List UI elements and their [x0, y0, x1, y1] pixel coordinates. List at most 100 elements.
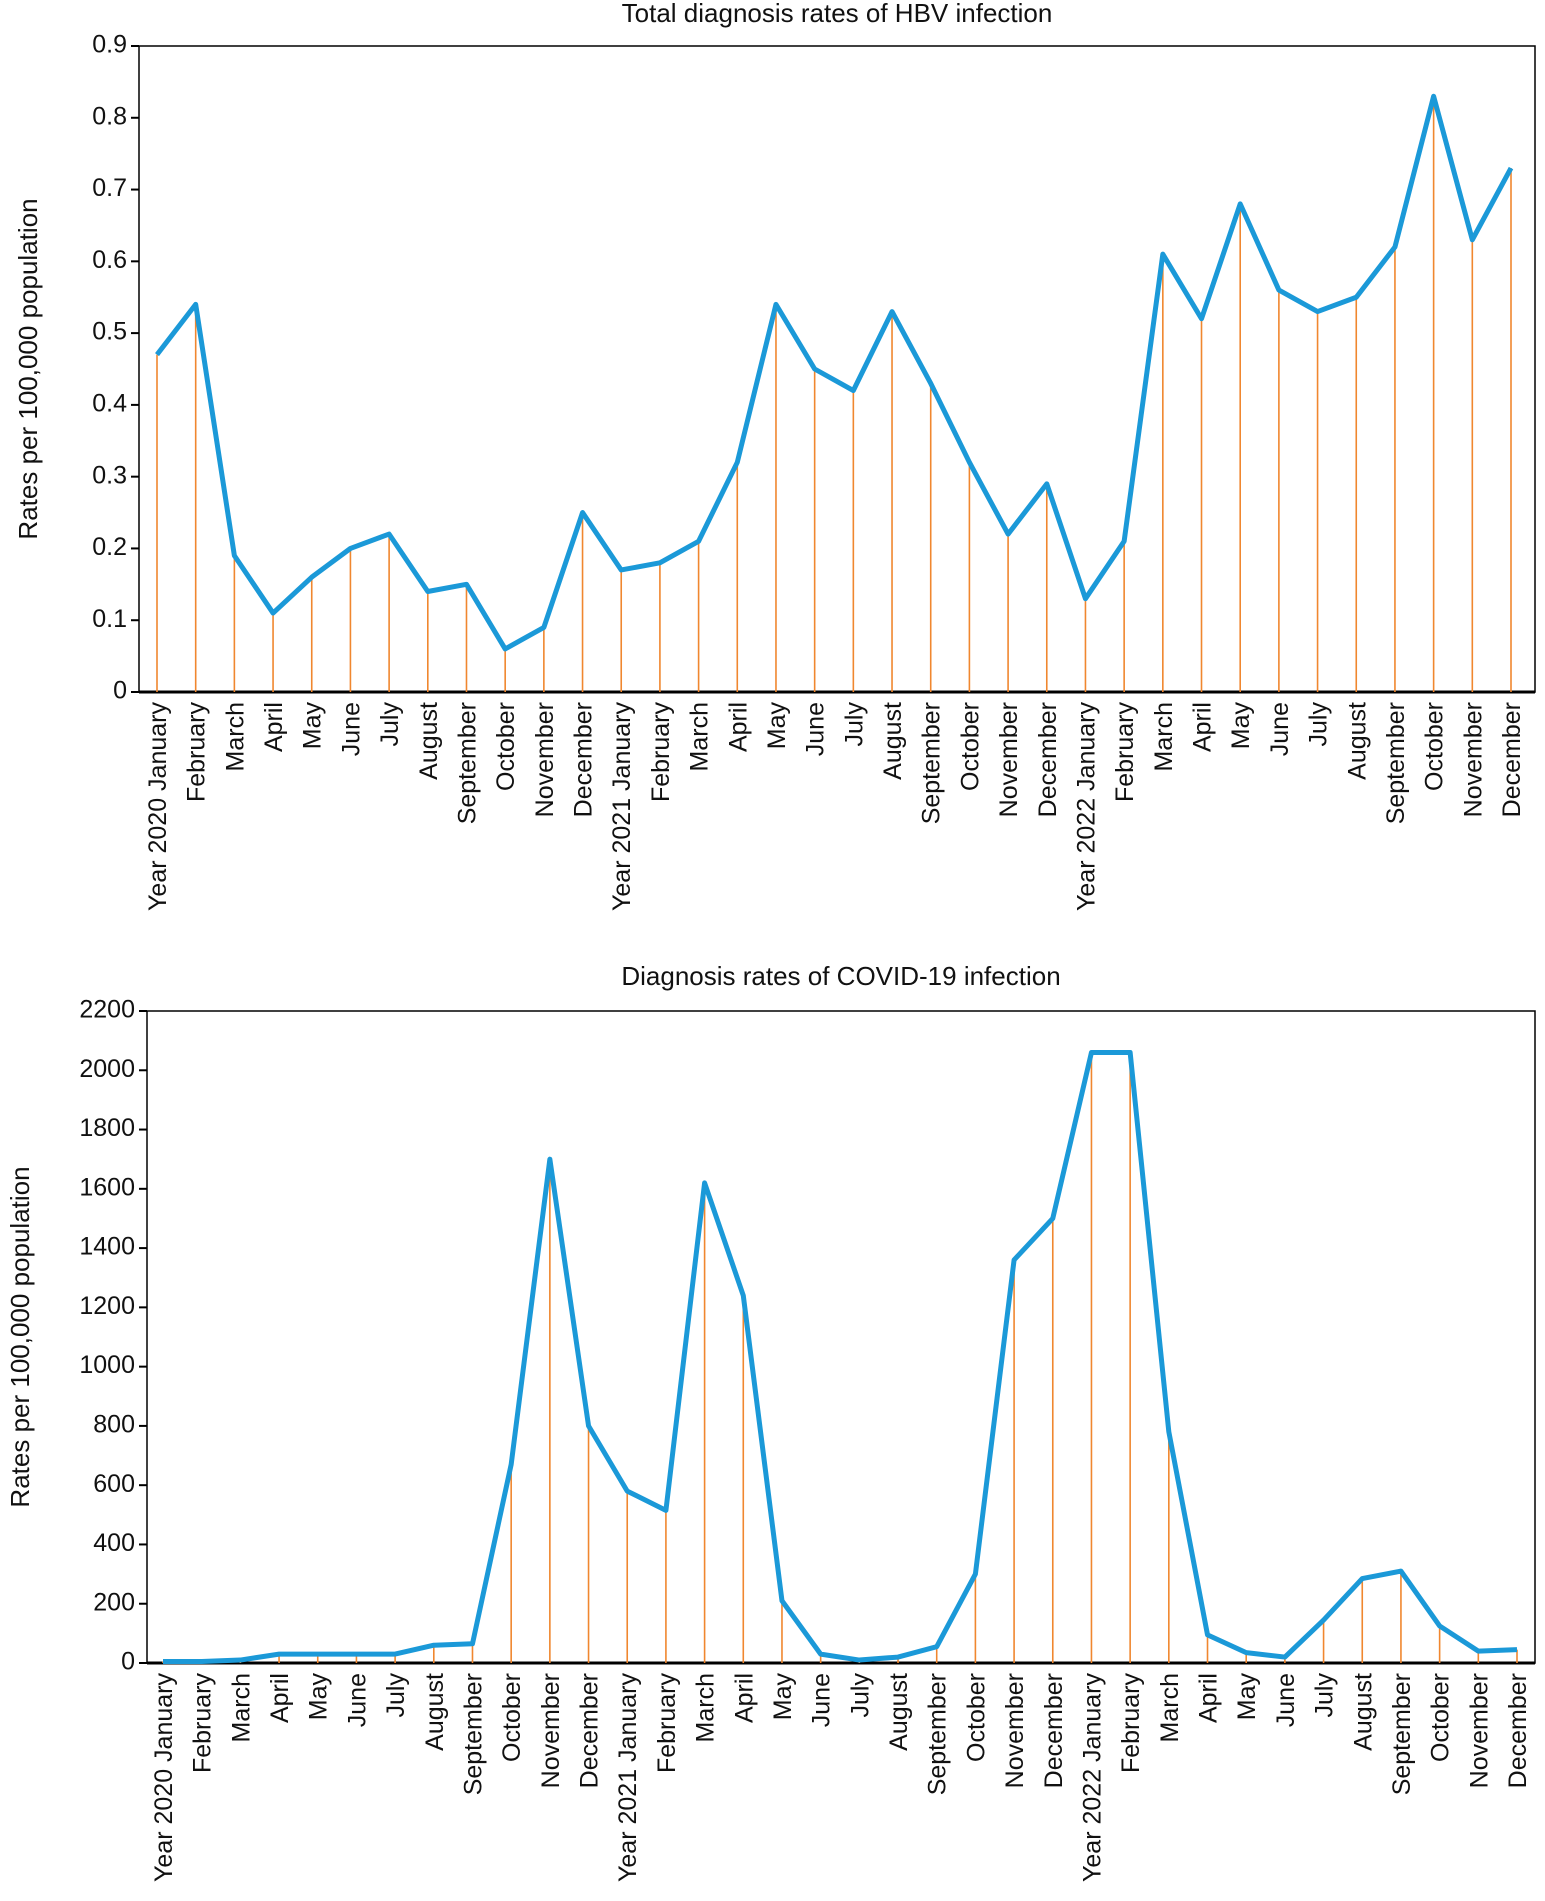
x-tick-label: December	[1040, 1673, 1068, 1788]
x-tick-label: February	[189, 1673, 217, 1774]
x-tick-label: March	[1150, 702, 1178, 771]
x-tick-label: August	[885, 1673, 913, 1751]
chart-title: Diagnosis rates of COVID-19 infection	[621, 961, 1060, 991]
x-tick-label: April	[724, 702, 752, 752]
x-tick-label: December	[1498, 702, 1526, 817]
series-line	[155, 93, 1514, 652]
x-tick-label: September	[1388, 1673, 1416, 1795]
x-tick-label: October	[1421, 702, 1449, 791]
x-tick-label: December	[1034, 702, 1062, 817]
x-tick-label: Year 2022 January	[1078, 1673, 1106, 1882]
y-tick-label: 800	[93, 1411, 135, 1439]
x-tick-label: July	[1305, 702, 1333, 747]
y-tick-label: 1200	[79, 1292, 135, 1320]
x-tick-label: November	[537, 1673, 565, 1788]
x-tick-label: August	[415, 702, 443, 780]
x-tick-label: April	[730, 1673, 758, 1723]
x-tick-label: March	[692, 1673, 720, 1742]
x-tick-label: February	[647, 702, 675, 803]
x-tick-label: June	[343, 1673, 371, 1727]
x-tick-label: July	[846, 1673, 874, 1718]
y-tick-label: 0.8	[92, 102, 127, 130]
x-tick-label: October	[956, 702, 984, 791]
x-tick-label: May	[1233, 1673, 1261, 1721]
x-tick-label: November	[1459, 702, 1487, 817]
y-tick-label: 1400	[79, 1233, 135, 1261]
x-tick-label: February	[1117, 1673, 1145, 1774]
x-tick-label: December	[576, 1673, 604, 1788]
x-tick-label: June	[337, 702, 365, 756]
x-tick-label: April	[260, 702, 288, 752]
x-tick-label: April	[1195, 1673, 1223, 1723]
y-tick-label: 1000	[79, 1351, 135, 1379]
y-tick-label: 0.9	[92, 31, 127, 59]
plot-frame	[138, 45, 1536, 693]
x-tick-label: March	[686, 702, 714, 771]
y-tick-label: 0.6	[92, 246, 127, 274]
x-tick-label: May	[769, 1673, 797, 1721]
x-tick-label: September	[459, 1673, 487, 1795]
x-tick-label: December	[1504, 1673, 1532, 1788]
chart-2: Diagnosis rates of COVID-19 infection Rat…	[5, 961, 1536, 1882]
y-tick-label: 0.5	[92, 318, 127, 346]
x-tick-label: July	[382, 1673, 410, 1718]
y-tick-label: 0.4	[92, 389, 127, 417]
y-tick-label: 200	[93, 1588, 135, 1616]
x-tick-label: November	[1465, 1673, 1493, 1788]
x-tick-label: February	[1111, 702, 1139, 803]
y-axis-label: Rates per 100,000 population	[13, 198, 43, 539]
x-tick-label: November	[1001, 1673, 1029, 1788]
x-tick-label: August	[421, 1673, 449, 1751]
x-tick-label: April	[1189, 702, 1217, 752]
x-tick-label: May	[1227, 702, 1255, 750]
x-tick-label: May	[305, 1673, 333, 1721]
x-tick-label: June	[802, 702, 830, 756]
x-tick-label: October	[1427, 1673, 1455, 1762]
x-tick-label: November	[995, 702, 1023, 817]
x-tick-label: April	[266, 1673, 294, 1723]
plot-frame	[146, 1010, 1536, 1664]
x-tick-label: November	[531, 702, 559, 817]
chart-1: Total diagnosis rates of HBV infection Ra…	[13, 0, 1536, 911]
x-tick-label: July	[1311, 1673, 1339, 1718]
y-tick-label: 0.2	[92, 533, 127, 561]
x-tick-label: December	[570, 702, 598, 817]
x-tick-label: September	[924, 1673, 952, 1795]
x-tick-label: Year 2022 January	[1072, 702, 1100, 911]
x-tick-label: May	[299, 702, 327, 750]
y-tick-label: 1600	[79, 1173, 135, 1201]
x-tick-label: September	[453, 702, 481, 824]
x-tick-label: Year 2021 January	[608, 702, 636, 911]
x-tick-label: Year 2020 January	[150, 1673, 178, 1882]
y-tick-label: 400	[93, 1529, 135, 1557]
x-tick-label: September	[918, 702, 946, 824]
x-tick-label: October	[962, 1673, 990, 1762]
x-tick-label: June	[1272, 1673, 1300, 1727]
series-line	[163, 1049, 1518, 1665]
x-tick-label: Year 2021 January	[614, 1673, 642, 1882]
x-tick-label: August	[1349, 1673, 1377, 1751]
x-tick-label: Year 2020 January	[144, 702, 172, 911]
x-tick-label: June	[1266, 702, 1294, 756]
x-tick-label: July	[840, 702, 868, 747]
x-tick-label: July	[376, 702, 404, 747]
y-tick-label: 0.7	[92, 174, 127, 202]
x-tick-label: March	[1156, 1673, 1184, 1742]
chart-title: Total diagnosis rates of HBV infection	[622, 0, 1053, 28]
x-tick-label: March	[227, 1673, 255, 1742]
x-tick-label: August	[1343, 702, 1371, 780]
y-tick-label: 600	[93, 1470, 135, 1498]
y-axis-label: Rates per 100,000 population	[5, 1166, 35, 1507]
x-tick-label: March	[221, 702, 249, 771]
y-tick-label: 0	[113, 677, 127, 705]
x-tick-label: May	[763, 702, 791, 750]
y-tick-label: 1800	[79, 1114, 135, 1142]
x-tick-label: June	[808, 1673, 836, 1727]
x-tick-label: October	[498, 1673, 526, 1762]
y-tick-label: 2000	[79, 1055, 135, 1083]
y-tick-label: 0	[121, 1648, 135, 1676]
x-tick-label: September	[1382, 702, 1410, 824]
x-tick-label: August	[879, 702, 907, 780]
x-tick-label: February	[653, 1673, 681, 1774]
